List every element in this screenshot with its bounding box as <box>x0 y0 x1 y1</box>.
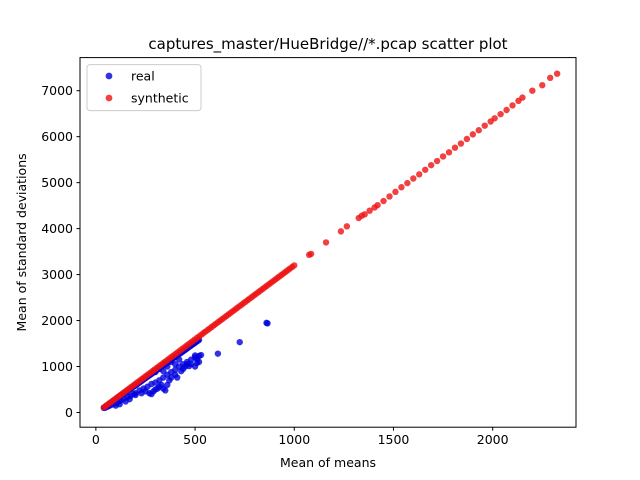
data-point-synthetic <box>519 94 526 101</box>
legend-box <box>86 64 202 112</box>
data-point-synthetic <box>539 81 546 89</box>
y-axis-label: Mean of standard deviations <box>14 153 29 331</box>
data-point-synthetic <box>322 239 330 246</box>
data-point-synthetic <box>445 149 453 156</box>
data-point-real <box>132 391 139 399</box>
data-point-real <box>197 351 205 359</box>
data-point-synthetic <box>553 70 561 77</box>
x-tick-label: 0 <box>92 432 100 447</box>
points-layer <box>100 70 561 412</box>
series-synthetic <box>100 70 561 411</box>
data-point-synthetic <box>392 188 399 196</box>
data-point-real <box>264 320 271 327</box>
data-point-synthetic <box>547 74 554 82</box>
data-point-synthetic <box>481 122 488 129</box>
data-point-real <box>126 395 133 403</box>
data-point-synthetic <box>380 197 387 205</box>
data-point-synthetic <box>433 157 441 165</box>
data-point-synthetic <box>366 207 373 214</box>
data-point-synthetic <box>343 223 351 230</box>
chart-title: captures_master/HueBridge//*.pcap scatte… <box>148 35 507 54</box>
data-point-synthetic <box>475 127 482 134</box>
data-point-real <box>172 361 179 368</box>
data-point-synthetic <box>398 184 405 191</box>
data-point-synthetic <box>457 140 465 147</box>
data-point-synthetic <box>422 166 429 173</box>
y-tick-label: 4000 <box>41 221 73 236</box>
data-point-synthetic <box>497 110 504 118</box>
data-point-synthetic <box>491 115 498 122</box>
data-point-real <box>174 374 181 381</box>
data-point-real <box>116 401 123 408</box>
x-axis-label: Mean of means <box>280 455 376 470</box>
x-tick-label: 500 <box>183 432 207 447</box>
y-tick-label: 6000 <box>41 129 73 144</box>
data-point-real <box>214 350 222 357</box>
data-point-real <box>176 356 183 363</box>
data-point-synthetic <box>374 201 381 209</box>
data-point-synthetic <box>361 211 368 218</box>
data-point-real <box>185 362 193 370</box>
y-tick-label: 1000 <box>41 359 73 374</box>
data-point-synthetic <box>337 228 345 235</box>
y-tick-label: 7000 <box>41 83 73 98</box>
data-point-synthetic <box>307 250 315 258</box>
data-point-synthetic <box>386 193 393 200</box>
ticks-layer: 0 500 1000 1500 2000 0 1000 2000 3000 4000 5000 600… <box>41 83 508 447</box>
y-tick-label: 5000 <box>41 175 73 190</box>
data-point-real <box>162 387 169 394</box>
legend-marker-real <box>105 72 113 80</box>
data-point-synthetic <box>509 102 516 109</box>
legend-label-synthetic: synthetic <box>131 91 189 106</box>
x-tick-label: 1500 <box>378 432 410 447</box>
y-tick-label: 0 <box>65 405 73 420</box>
data-point-synthetic <box>427 161 435 169</box>
data-point-real <box>236 338 243 346</box>
trend-point-synthetic <box>291 262 298 269</box>
data-point-synthetic <box>463 135 471 143</box>
data-point-real <box>193 355 201 363</box>
y-tick-label: 2000 <box>41 313 73 328</box>
legend-label-real: real <box>131 69 155 84</box>
legend: real synthetic <box>86 64 202 112</box>
data-point-synthetic <box>404 179 411 187</box>
legend-marker-synthetic <box>105 94 113 102</box>
x-tick-label: 2000 <box>477 432 509 447</box>
data-point-synthetic <box>439 153 447 160</box>
data-point-synthetic <box>529 87 536 94</box>
data-point-real <box>160 367 167 375</box>
y-tick-label: 3000 <box>41 267 73 282</box>
data-point-synthetic <box>410 175 417 182</box>
data-point-synthetic <box>503 106 510 114</box>
x-tick-label: 1000 <box>278 432 310 447</box>
data-point-synthetic <box>469 131 477 138</box>
data-point-synthetic <box>451 144 459 151</box>
plot-area-frame <box>79 57 577 428</box>
data-point-synthetic <box>416 171 423 178</box>
